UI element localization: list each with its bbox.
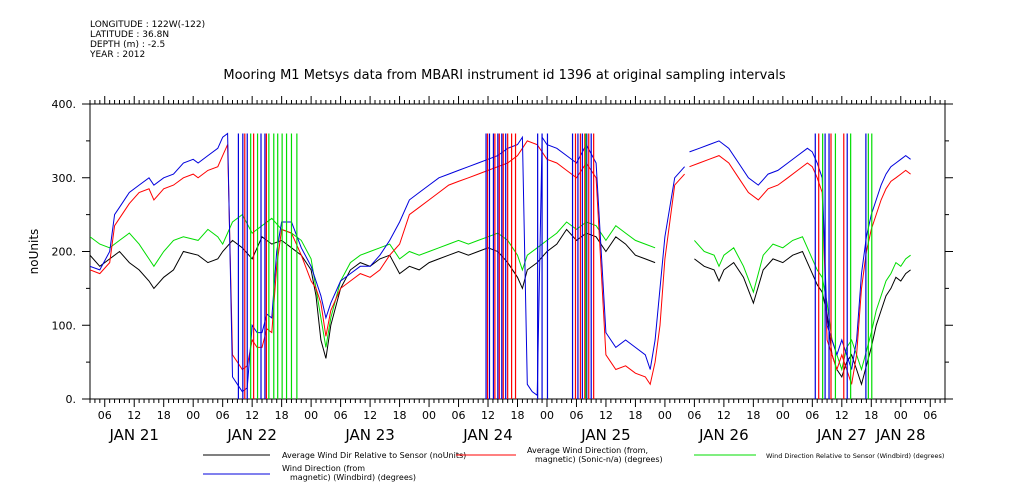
x-tick-label: 12 xyxy=(363,409,377,422)
x-tick-label: 06 xyxy=(923,409,937,422)
x-tick-label: 18 xyxy=(511,409,525,422)
x-tick-label: 12 xyxy=(481,409,495,422)
series-line xyxy=(90,213,911,372)
legend-label: Wind Direction Relative to Sensor (Windb… xyxy=(766,452,944,460)
x-day-label: JAN 27 xyxy=(816,426,867,444)
x-day-label: JAN 24 xyxy=(462,426,513,444)
series-line xyxy=(90,228,911,387)
y-tick-label: 0. xyxy=(66,393,77,406)
longitude-text: LONGITUDE : 122W(-122) xyxy=(90,20,206,30)
legend-label: magnetic) (Windbird) (degrees) xyxy=(290,473,416,482)
legend-label: Wind Direction (from xyxy=(282,464,365,473)
y-axis-label: noUnits xyxy=(27,229,41,275)
legend-label: Average Wind Dir Relative to Sensor (noU… xyxy=(282,451,466,460)
x-tick-label: 06 xyxy=(569,409,583,422)
y-tick-label: 300. xyxy=(52,172,77,185)
x-tick-label: 06 xyxy=(687,409,701,422)
x-day-label: JAN 28 xyxy=(875,426,926,444)
x-tick-label: 18 xyxy=(393,409,407,422)
x-tick-label: 00 xyxy=(776,409,790,422)
x-day-label: JAN 21 xyxy=(108,426,159,444)
x-day-label: JAN 26 xyxy=(698,426,749,444)
x-tick-label: 12 xyxy=(717,409,731,422)
x-tick-label: 00 xyxy=(540,409,554,422)
x-tick-label: 18 xyxy=(275,409,289,422)
series-line xyxy=(90,140,911,386)
y-tick-label: 400. xyxy=(52,98,77,111)
y-tick-label: 100. xyxy=(52,319,77,332)
x-tick-label: 18 xyxy=(628,409,642,422)
y-tick-label: 200. xyxy=(52,246,77,259)
x-tick-label: 00 xyxy=(894,409,908,422)
legend-label: Average Wind Direction (from, xyxy=(527,446,648,455)
x-tick-label: 06 xyxy=(98,409,112,422)
chart-title: Mooring M1 Metsys data from MBARI instru… xyxy=(223,68,786,83)
series-line xyxy=(90,132,911,397)
latitude-text: LATITUDE : 36.8N xyxy=(90,30,170,40)
x-tick-label: 00 xyxy=(422,409,436,422)
x-day-label: JAN 22 xyxy=(226,426,277,444)
legend-label: magnetic) (Sonic-n/a) (degrees) xyxy=(535,455,663,464)
x-tick-label: 00 xyxy=(186,409,200,422)
x-tick-label: 18 xyxy=(864,409,878,422)
x-tick-label: 12 xyxy=(835,409,849,422)
depth-text: DEPTH (m) : -2.5 xyxy=(90,40,166,50)
x-day-label: JAN 23 xyxy=(344,426,395,444)
x-tick-label: 06 xyxy=(805,409,819,422)
x-tick-label: 12 xyxy=(599,409,613,422)
x-tick-label: 00 xyxy=(658,409,672,422)
x-tick-label: 18 xyxy=(157,409,171,422)
metadata-block: LONGITUDE : 122W(-122) LATITUDE : 36.8N … xyxy=(90,20,205,60)
x-tick-label: 18 xyxy=(746,409,760,422)
x-tick-label: 12 xyxy=(245,409,259,422)
x-tick-label: 06 xyxy=(216,409,230,422)
x-tick-label: 06 xyxy=(334,409,348,422)
x-tick-label: 06 xyxy=(452,409,466,422)
x-day-label: JAN 25 xyxy=(580,426,631,444)
x-tick-label: 00 xyxy=(304,409,318,422)
x-tick-label: 12 xyxy=(127,409,141,422)
year-text: YEAR : 2012 xyxy=(90,50,146,60)
